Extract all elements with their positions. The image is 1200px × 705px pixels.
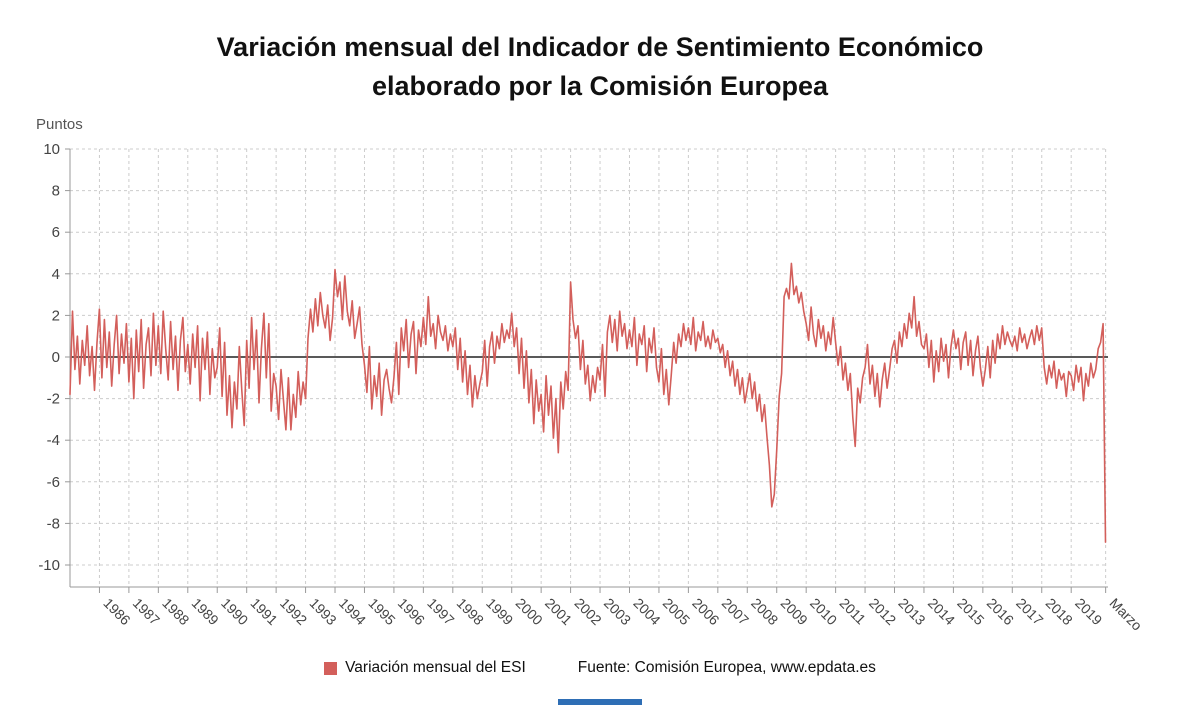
esi-monthly-variation-line-chart: 1086420-2-4-6-8-101986198719881989199019… xyxy=(38,141,1146,634)
svg-text:1988: 1988 xyxy=(159,595,192,628)
svg-text:2019: 2019 xyxy=(1072,595,1105,628)
svg-text:1986: 1986 xyxy=(100,595,133,628)
svg-text:1995: 1995 xyxy=(365,595,398,628)
svg-text:2000: 2000 xyxy=(513,595,546,628)
svg-text:8: 8 xyxy=(52,183,60,200)
svg-text:-10: -10 xyxy=(38,557,60,574)
page-title: Variación mensual del Indicador de Senti… xyxy=(0,0,1200,106)
svg-text:2015: 2015 xyxy=(954,595,987,628)
svg-text:4: 4 xyxy=(52,266,60,283)
svg-text:2002: 2002 xyxy=(571,595,604,628)
svg-text:2013: 2013 xyxy=(895,595,928,628)
svg-text:1992: 1992 xyxy=(277,595,310,628)
svg-text:-8: -8 xyxy=(47,516,60,533)
svg-text:Marzo: Marzo xyxy=(1107,595,1146,634)
svg-text:2003: 2003 xyxy=(601,595,634,628)
svg-text:-4: -4 xyxy=(47,432,60,449)
title-line-1: Variación mensual del Indicador de Senti… xyxy=(216,32,984,62)
legend-swatch-icon xyxy=(324,661,338,675)
svg-text:2006: 2006 xyxy=(689,595,722,628)
title-line-2: elaborado por la Comisión Europea xyxy=(371,71,829,102)
svg-text:2008: 2008 xyxy=(748,595,781,628)
bottom-bar xyxy=(558,699,642,705)
svg-text:1997: 1997 xyxy=(424,595,457,628)
legend-series-item[interactable]: Variación mensual del ESI xyxy=(324,659,526,677)
svg-text:2010: 2010 xyxy=(807,595,840,628)
svg-text:2011: 2011 xyxy=(836,595,869,628)
svg-text:10: 10 xyxy=(43,141,60,158)
y-axis-unit-label: Puntos xyxy=(36,116,83,134)
svg-text:2018: 2018 xyxy=(1043,595,1076,628)
svg-text:6: 6 xyxy=(52,224,60,241)
svg-text:2009: 2009 xyxy=(778,595,811,628)
source-label: Fuente: Comisión Europea, www.epdata.es xyxy=(577,659,876,676)
svg-text:1990: 1990 xyxy=(218,595,251,628)
svg-text:1987: 1987 xyxy=(130,595,163,628)
svg-text:1991: 1991 xyxy=(248,595,281,628)
svg-text:2016: 2016 xyxy=(984,595,1017,628)
svg-text:1993: 1993 xyxy=(306,595,339,628)
svg-text:2005: 2005 xyxy=(660,595,693,628)
svg-text:1996: 1996 xyxy=(395,595,428,628)
svg-text:1994: 1994 xyxy=(336,595,369,628)
svg-text:2007: 2007 xyxy=(719,595,752,628)
svg-text:2001: 2001 xyxy=(542,595,575,628)
svg-text:2014: 2014 xyxy=(925,595,958,628)
svg-text:1998: 1998 xyxy=(454,595,487,628)
svg-text:1989: 1989 xyxy=(189,595,222,628)
svg-text:0: 0 xyxy=(52,349,60,366)
svg-text:-6: -6 xyxy=(47,474,60,491)
svg-text:2: 2 xyxy=(52,308,60,325)
svg-text:2012: 2012 xyxy=(866,595,899,628)
svg-text:1999: 1999 xyxy=(483,595,516,628)
legend: Variación mensual del ESI Fuente: Comisi… xyxy=(0,659,1200,677)
svg-text:2004: 2004 xyxy=(630,595,663,628)
legend-series-label: Variación mensual del ESI xyxy=(345,659,526,676)
svg-text:-2: -2 xyxy=(47,391,60,408)
svg-text:2017: 2017 xyxy=(1013,595,1046,628)
